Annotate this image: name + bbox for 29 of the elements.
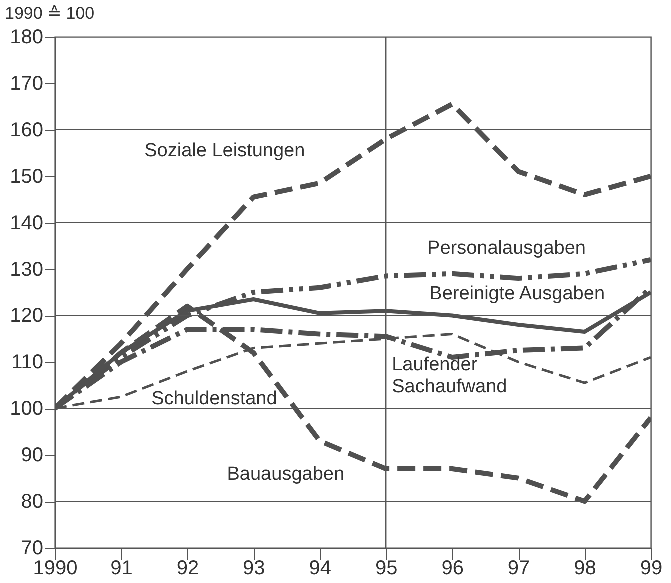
series-label: Soziale Leistungen: [144, 140, 306, 162]
x-tick-label: 97: [508, 558, 530, 580]
y-tick-label: 150: [10, 166, 44, 188]
x-tick-label: 91: [110, 558, 133, 580]
y-axis-title: 1990 ≙ 100: [5, 4, 95, 23]
x-tick-label: 96: [442, 558, 464, 580]
y-tick-label: 70: [21, 538, 44, 560]
y-tick-label: 140: [10, 212, 44, 234]
series-label: Schuldenstand: [152, 388, 278, 410]
x-tick-label: 95: [375, 558, 398, 580]
series-label: Bauausgaben: [227, 464, 345, 486]
y-tick-label: 120: [10, 305, 44, 328]
x-tick-label: 92: [176, 558, 200, 580]
x-tick-label: 98: [574, 558, 596, 580]
y-tick-label: 100: [10, 398, 44, 420]
y-tick-label: 110: [12, 352, 44, 374]
y-tick-label: 180: [10, 26, 44, 48]
y-tick-label: 80: [21, 491, 44, 514]
y-tick-label: 160: [10, 119, 44, 142]
y-tick-label: 90: [21, 444, 44, 467]
y-tick-label: 130: [10, 258, 44, 281]
x-tick-label: 94: [309, 558, 332, 580]
x-tick-label: 93: [243, 558, 266, 580]
y-tick-label: 170: [10, 72, 44, 95]
series-label: Laufender Sachaufwand: [392, 354, 508, 398]
series-label: Bereinigte Ausgaben: [430, 284, 606, 305]
x-tick-label: 99: [640, 558, 663, 580]
series-label: Personalausgaben: [428, 238, 586, 259]
x-tick-label: 1990: [33, 558, 78, 580]
